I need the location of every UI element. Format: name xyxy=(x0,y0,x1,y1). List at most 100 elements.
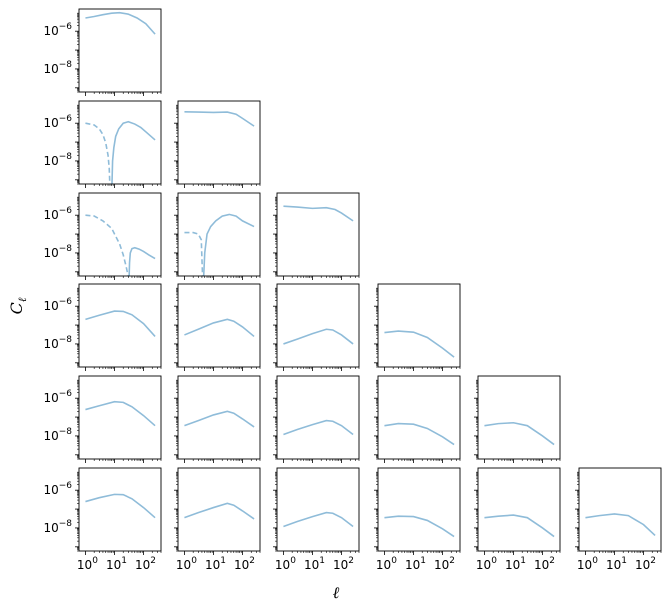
y-tick-label: 10−6 xyxy=(43,114,72,130)
panel-r3-c1 xyxy=(174,283,261,371)
series-line-solid-r3-c2-0 xyxy=(283,328,354,345)
y-tick-label: 10−6 xyxy=(43,389,72,405)
x-tick-label: 101 xyxy=(106,556,127,572)
y-tick-label: 10−8 xyxy=(43,519,72,535)
x-tick-label: 102 xyxy=(234,556,255,572)
x-tick-label: 101 xyxy=(606,556,627,572)
series-line-dashed-r2-c1-0 xyxy=(184,231,204,276)
y-tick-label: 10−6 xyxy=(43,481,72,497)
panel-r4-c1 xyxy=(174,375,261,463)
series-line-solid-r3-c0-0 xyxy=(85,310,156,337)
x-tick-label: 101 xyxy=(205,556,226,572)
y-tick-label: 10−8 xyxy=(43,244,72,260)
series-line-solid-r5-c1-0 xyxy=(184,502,255,520)
y-tick-label: 10−8 xyxy=(43,152,72,168)
panel-r2-c2 xyxy=(273,192,360,280)
panel-r1-c0: 10−6 10−8 xyxy=(43,100,162,188)
panel-r1-c1 xyxy=(174,100,261,188)
panel-frame xyxy=(78,192,162,277)
panel-r4-c0: 10−6 10−8 xyxy=(43,375,162,463)
series-line-solid-r5-c3-0 xyxy=(384,515,455,538)
series-line-solid-r5-c4-0 xyxy=(484,514,555,538)
series-line-solid-r1-c0-1 xyxy=(111,120,156,184)
panel-frame xyxy=(377,467,461,552)
x-tick-label: 100 xyxy=(275,556,296,572)
y-tick-label: 10−6 xyxy=(43,22,72,38)
x-tick-label: 100 xyxy=(376,556,397,572)
x-tick-label: 101 xyxy=(405,556,426,572)
series-line-solid-r0-c0-0 xyxy=(85,11,156,35)
x-tick-label: 100 xyxy=(476,556,497,572)
x-tick-label: 102 xyxy=(434,556,455,572)
panel-frame xyxy=(78,8,162,93)
panel-r0-c0: 10−6 10−8 xyxy=(43,8,162,96)
y-tick-label: 10−8 xyxy=(43,335,72,351)
panel-frame xyxy=(377,375,461,460)
panel-frame xyxy=(177,100,261,185)
series-line-solid-r3-c3-0 xyxy=(384,330,455,358)
panel-r3-c2 xyxy=(273,283,360,371)
panel-r4-c2 xyxy=(273,375,360,463)
series-line-solid-r5-c2-0 xyxy=(283,511,354,528)
x-tick-label: 101 xyxy=(505,556,526,572)
series-line-solid-r4-c3-0 xyxy=(384,422,455,446)
series-line-solid-r2-c2-0 xyxy=(283,205,354,222)
x-tick-label: 102 xyxy=(333,556,354,572)
x-axis-label: ℓ xyxy=(333,583,340,602)
y-tick-label: 10−8 xyxy=(43,427,72,443)
x-tick-label: 100 xyxy=(577,556,598,572)
series-line-solid-r1-c1-0 xyxy=(184,111,255,127)
series-line-solid-r4-c0-0 xyxy=(85,400,156,427)
panel-frame xyxy=(177,192,261,277)
series-line-solid-r5-c5-0 xyxy=(585,513,656,537)
x-tick-label: 102 xyxy=(635,556,656,572)
x-tick-label: 102 xyxy=(135,556,156,572)
y-tick-label: 10−8 xyxy=(43,60,72,76)
panel-frame xyxy=(177,467,261,552)
series-line-solid-r2-c0-1 xyxy=(128,246,156,276)
panel-frame xyxy=(276,467,360,552)
x-tick-label: 102 xyxy=(534,556,555,572)
series-line-solid-r4-c1-0 xyxy=(184,410,255,428)
x-tick-label: 101 xyxy=(304,556,325,572)
panel-r5-c3: 100 101 102 xyxy=(374,467,461,572)
series-line-solid-r4-c4-0 xyxy=(484,421,555,446)
panel-r5-c5: 100 101 102 xyxy=(575,467,662,572)
panel-frame xyxy=(477,375,561,460)
panel-r2-c1 xyxy=(174,192,261,280)
panel-frame xyxy=(78,283,162,368)
panel-r4-c4 xyxy=(474,375,561,463)
panel-frame xyxy=(78,467,162,552)
panel-frame xyxy=(377,283,461,368)
panel-frame xyxy=(276,192,360,277)
series-line-solid-r2-c1-1 xyxy=(202,213,255,276)
panel-r5-c1: 100 101 102 xyxy=(174,467,261,572)
panel-frame xyxy=(276,283,360,368)
panel-frame xyxy=(177,283,261,368)
x-tick-label: 100 xyxy=(77,556,98,572)
panel-r5-c2: 100 101 102 xyxy=(273,467,360,572)
panel-frame xyxy=(578,467,662,552)
series-line-dashed-r1-c0-0 xyxy=(85,122,111,184)
x-tick-label: 100 xyxy=(176,556,197,572)
series-line-solid-r5-c0-0 xyxy=(85,493,156,519)
panel-r5-c0: 10−6 10−8 100 101 102 xyxy=(43,467,162,572)
panels-layer: 10−6 10−8 10−6 10−8 10−6 10−8 10−6 10−8 10−6 10−8… xyxy=(43,8,662,572)
panel-r2-c0: 10−6 10−8 xyxy=(43,192,162,280)
y-axis-label: Cℓ xyxy=(7,297,29,314)
panel-r3-c0: 10−6 10−8 xyxy=(43,283,162,371)
panel-frame xyxy=(177,375,261,460)
panel-r5-c4: 100 101 102 xyxy=(474,467,561,572)
panel-frame xyxy=(78,100,162,185)
panel-r4-c3 xyxy=(374,375,461,463)
panel-r3-c3 xyxy=(374,283,461,371)
series-line-dashed-r2-c0-0 xyxy=(85,214,130,276)
series-line-solid-r4-c2-0 xyxy=(283,419,354,436)
panel-frame xyxy=(477,467,561,552)
panel-frame xyxy=(78,375,162,460)
y-tick-label: 10−6 xyxy=(43,297,72,313)
y-tick-label: 10−6 xyxy=(43,206,72,222)
panel-frame xyxy=(276,375,360,460)
series-line-solid-r3-c1-0 xyxy=(184,318,255,338)
